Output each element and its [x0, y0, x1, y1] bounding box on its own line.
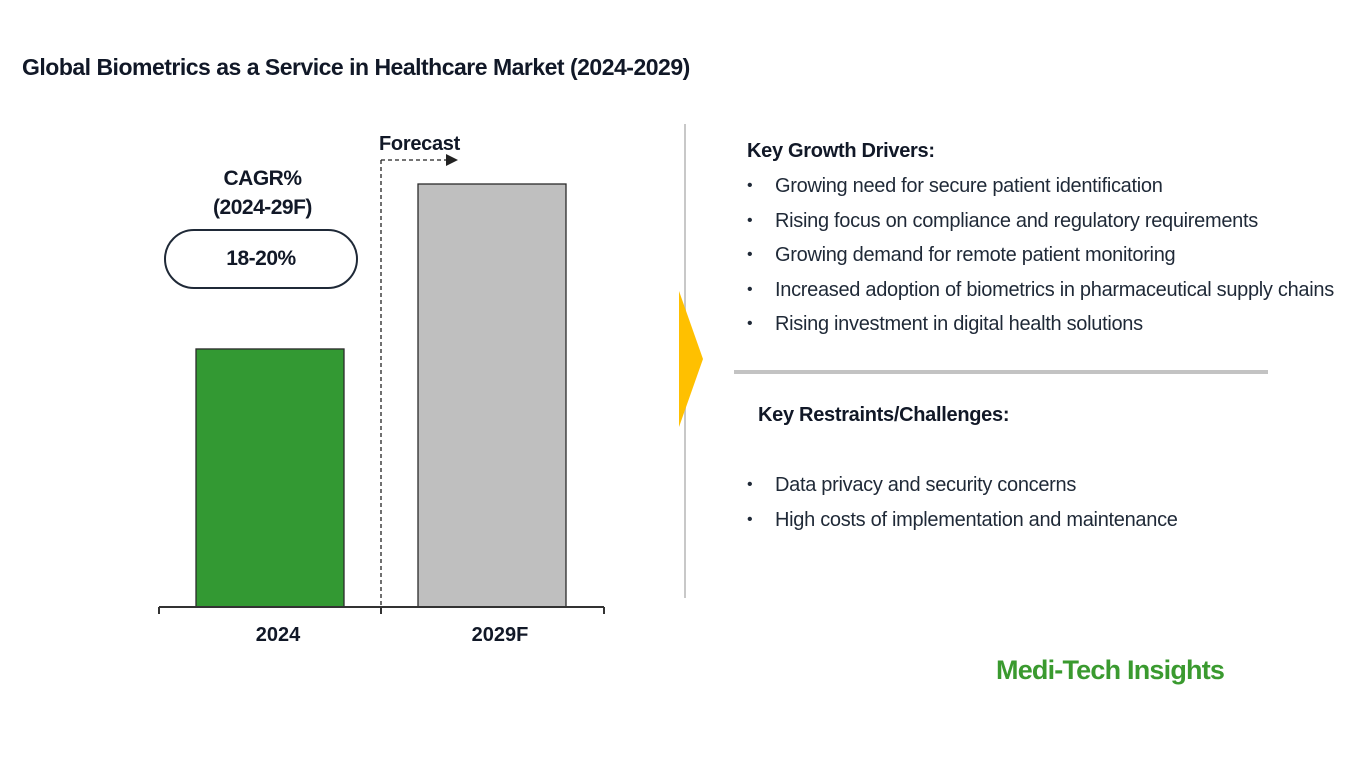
growth-drivers-list: • Growing need for secure patient identif…	[747, 173, 1334, 346]
list-item-text: Increased adoption of biometrics in phar…	[775, 278, 1334, 301]
bullet-icon: •	[747, 280, 753, 298]
chevron-right-icon	[679, 291, 703, 427]
cagr-label-line1: CAGR%	[223, 167, 302, 190]
bullet-icon: •	[747, 246, 753, 263]
horizontal-divider	[734, 370, 1268, 374]
list-item-text: Growing demand for remote patient monito…	[775, 244, 1176, 266]
list-item: • Rising investment in digital health sol…	[747, 311, 1334, 346]
list-item: • Increased adoption of biometrics in pha…	[747, 277, 1334, 312]
growth-drivers-heading: Key Growth Drivers:	[747, 140, 935, 162]
list-item: • Growing need for secure patient identif…	[747, 173, 1334, 208]
bar-chart: 2024 2029F	[158, 154, 605, 646]
list-item-text: High costs of implementation and mainten…	[775, 508, 1178, 531]
list-item: • Rising focus on compliance and regulato…	[747, 208, 1334, 243]
bullet-icon: •	[747, 177, 753, 194]
cagr-value: 18-20%	[226, 247, 296, 270]
restraints-heading: Key Restraints/Challenges:	[758, 404, 1010, 426]
bullet-icon: •	[747, 211, 753, 229]
restraints-list: • Data privacy and security concerns • Hig…	[747, 472, 1178, 541]
bar-2029F	[417, 183, 567, 608]
cagr-label: CAGR% (2024-29F)	[175, 164, 350, 222]
bullet-icon: •	[747, 510, 753, 528]
bullet-icon: •	[747, 476, 753, 493]
list-item-text: Rising focus on compliance and regulator…	[775, 209, 1258, 232]
list-item-text: Rising investment in digital health solu…	[775, 313, 1143, 335]
page-title: Global Biometrics as a Service in Health…	[22, 54, 690, 80]
x-tick-label: 2029F	[472, 624, 529, 646]
bar-2024	[195, 348, 345, 608]
list-item: • High costs of implementation and mainte…	[747, 507, 1178, 542]
brand-logo: Medi-Tech Insights	[996, 655, 1225, 685]
forecast-arrow-icon	[446, 154, 458, 166]
cagr-label-line2: (2024-29F)	[213, 196, 312, 219]
list-item: • Data privacy and security concerns	[747, 472, 1178, 507]
forecast-label: Forecast	[379, 133, 460, 155]
x-tick-label: 2024	[256, 624, 301, 646]
list-item-text: Data privacy and security concerns	[775, 474, 1077, 496]
bullet-icon: •	[747, 315, 753, 332]
list-item: • Growing demand for remote patient monit…	[747, 242, 1334, 277]
cagr-value-pill: 18-20%	[164, 229, 358, 289]
list-item-text: Growing need for secure patient identifi…	[775, 175, 1163, 197]
